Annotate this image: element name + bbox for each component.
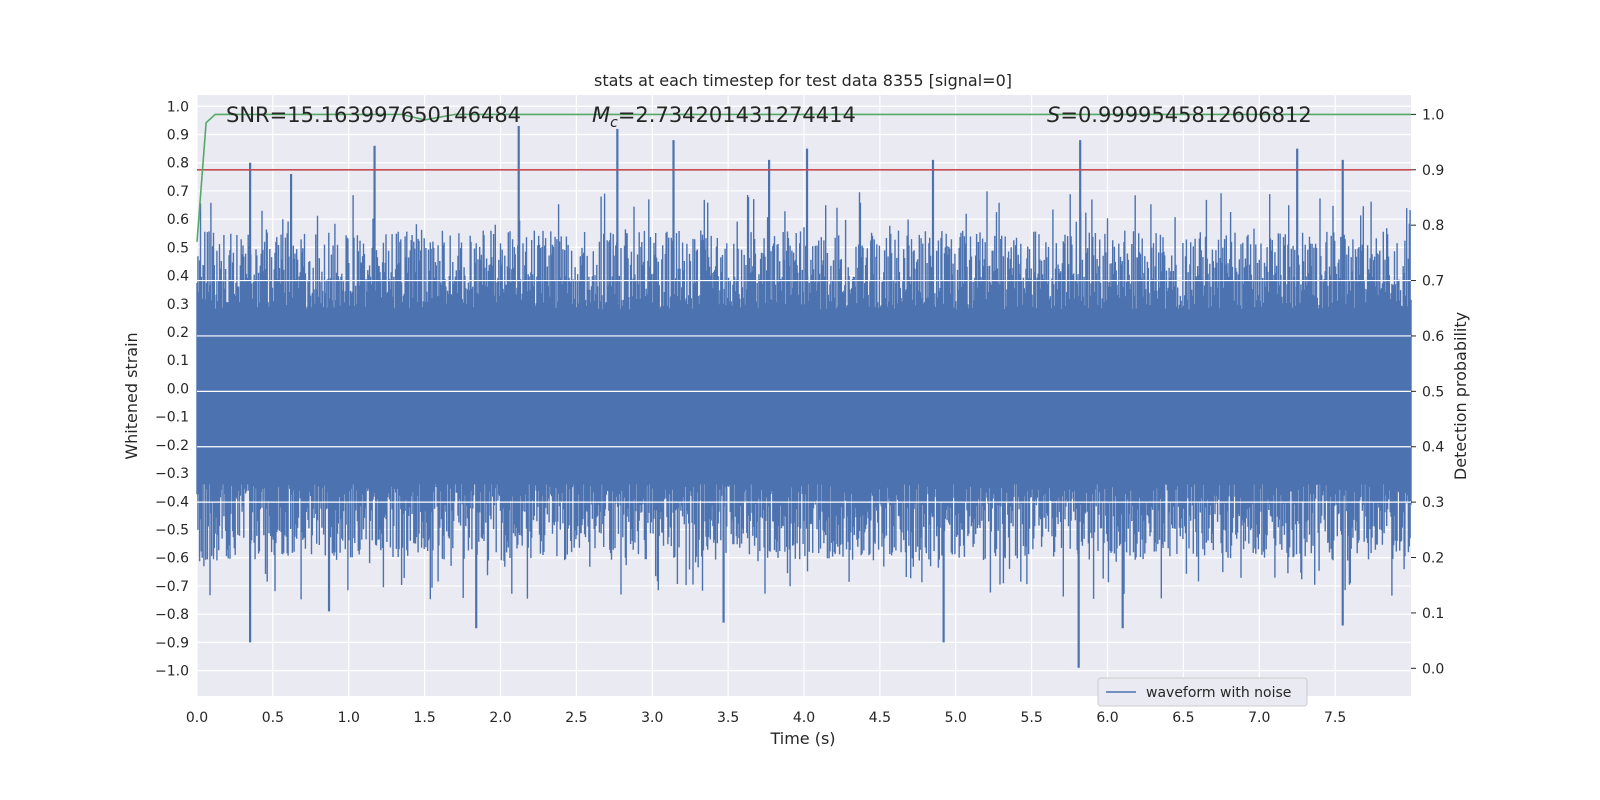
x-tick-label: 6.0 [1096, 710, 1118, 726]
axis-ticks: 0.0 0.5 1.0 1.5 2.0 2.5 3.0 3.5 4.0 4.5 5.0 5.5 6.0 6… [155, 99, 1444, 726]
y-tick-label: 0.4 [167, 269, 189, 285]
detection-probability-line [196, 113, 1411, 242]
x-tick-label: 4.0 [793, 710, 815, 726]
score-annotation: S=0.9999545812606812 [1047, 103, 1312, 127]
y-tick-label: 0.7 [167, 184, 189, 200]
y-tick-label: −0.1 [155, 410, 189, 426]
x-tick-label: 3.5 [717, 710, 739, 726]
chirp-mass-subscript: c [610, 115, 618, 131]
y-tick-label: −0.4 [155, 494, 189, 510]
x-tick-label: 1.5 [413, 710, 435, 726]
y2-axis-label: Detection probability [1451, 312, 1470, 480]
x-axis-label: Time (s) [769, 729, 835, 748]
y2-tick-label: 0.2 [1422, 551, 1444, 567]
y-tick-label: −0.5 [155, 523, 189, 539]
score-symbol: S [1047, 103, 1060, 127]
x-tick-label: 0.5 [262, 710, 284, 726]
y-tick-label: 0.0 [167, 381, 189, 397]
x-tick-label: 7.5 [1324, 710, 1346, 726]
y-axis-label: Whitened strain [122, 332, 141, 459]
y-tick-label: −0.6 [155, 551, 189, 567]
y-tick-label: 0.3 [167, 297, 189, 313]
score-value: =0.9999545812606812 [1060, 103, 1311, 127]
x-tick-label: 2.0 [489, 710, 511, 726]
y-tick-label: 0.5 [167, 240, 189, 256]
y-tick-label: −0.3 [155, 466, 189, 482]
y2-tick-label: 1.0 [1422, 107, 1444, 123]
y2-tick-label: 0.1 [1422, 606, 1444, 622]
legend-box [1097, 677, 1308, 707]
legend: waveform with noise [1097, 677, 1308, 707]
y2-tick-label: 0.3 [1422, 495, 1444, 511]
y2-tick-label: 0.9 [1422, 163, 1444, 179]
y-tick-label: 0.9 [167, 128, 189, 144]
y2-tick-label: 0.6 [1422, 329, 1444, 345]
y2-tick-label: 0.4 [1422, 440, 1444, 456]
chirp-mass-annotation: Mc=2.734201431274414 [592, 103, 856, 131]
x-tick-label: 1.0 [338, 710, 360, 726]
y-tick-label: 0.8 [167, 156, 189, 172]
x-tick-label: 4.5 [869, 710, 891, 726]
y-tick-label: 1.0 [167, 99, 189, 115]
x-tick-label: 6.5 [1172, 710, 1194, 726]
chart-title: stats at each timestep for test data 835… [594, 71, 1012, 90]
y2-tick-label: 0.5 [1422, 384, 1444, 400]
x-tick-label: 7.0 [1248, 710, 1270, 726]
y-tick-label: −1.0 [155, 664, 189, 680]
y-tick-label: 0.2 [167, 325, 189, 341]
x-tick-label: 0.0 [186, 710, 208, 726]
x-tick-label: 3.0 [641, 710, 663, 726]
chirp-mass-symbol: M [592, 103, 610, 127]
y-tick-label: −0.9 [155, 635, 189, 651]
x-tick-label: 5.0 [945, 710, 967, 726]
y2-tick-label: 0.8 [1422, 218, 1444, 234]
x-tick-label: 2.5 [565, 710, 587, 726]
y-tick-label: 0.6 [167, 212, 189, 228]
snr-annotation: SNR=15.163997650146484 [226, 103, 521, 127]
y2-tick-label: 0.0 [1422, 661, 1444, 677]
waveform-series [196, 126, 1412, 668]
overlay-series [196, 113, 1411, 242]
y2-tick-label: 0.7 [1422, 274, 1444, 290]
y-tick-label: 0.1 [167, 353, 189, 369]
y-tick-label: −0.8 [155, 607, 189, 623]
legend-label: waveform with noise [1146, 685, 1291, 701]
y-tick-label: −0.2 [155, 438, 189, 454]
x-tick-label: 5.5 [1020, 710, 1042, 726]
waveform-core-band [197, 309, 1411, 485]
chirp-mass-value: =2.734201431274414 [618, 103, 856, 127]
y-tick-label: −0.7 [155, 579, 189, 595]
